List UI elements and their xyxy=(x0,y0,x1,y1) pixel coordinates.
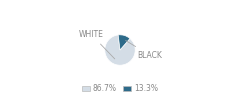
Wedge shape xyxy=(105,35,135,65)
Legend: 86.7%, 13.3%: 86.7%, 13.3% xyxy=(79,81,161,96)
Wedge shape xyxy=(118,35,130,50)
Text: WHITE: WHITE xyxy=(79,30,115,59)
Text: BLACK: BLACK xyxy=(126,40,162,60)
